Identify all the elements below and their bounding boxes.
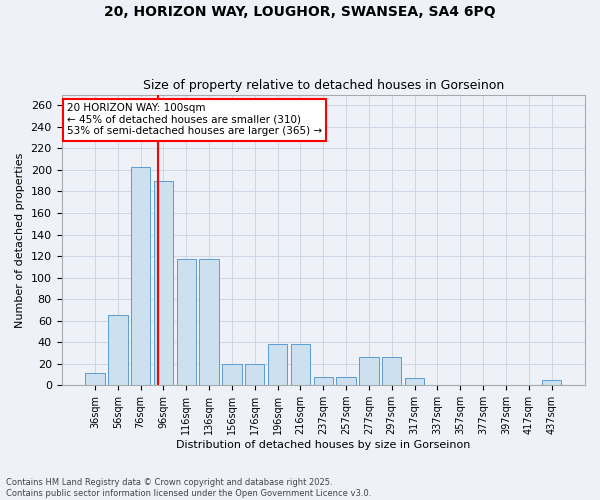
Bar bbox=[268, 344, 287, 385]
Y-axis label: Number of detached properties: Number of detached properties bbox=[15, 152, 25, 328]
Bar bbox=[359, 357, 379, 385]
Bar bbox=[108, 315, 128, 385]
Text: 20, HORIZON WAY, LOUGHOR, SWANSEA, SA4 6PQ: 20, HORIZON WAY, LOUGHOR, SWANSEA, SA4 6… bbox=[104, 5, 496, 19]
Text: Contains HM Land Registry data © Crown copyright and database right 2025.
Contai: Contains HM Land Registry data © Crown c… bbox=[6, 478, 371, 498]
Bar bbox=[199, 260, 219, 385]
Bar bbox=[405, 378, 424, 385]
Bar bbox=[85, 374, 105, 385]
Bar bbox=[337, 376, 356, 385]
Bar bbox=[382, 357, 401, 385]
Text: 20 HORIZON WAY: 100sqm
← 45% of detached houses are smaller (310)
53% of semi-de: 20 HORIZON WAY: 100sqm ← 45% of detached… bbox=[67, 104, 322, 136]
Bar bbox=[542, 380, 561, 385]
Bar bbox=[154, 180, 173, 385]
Bar bbox=[245, 364, 265, 385]
Bar bbox=[222, 364, 242, 385]
Bar bbox=[176, 260, 196, 385]
Bar bbox=[314, 376, 333, 385]
Bar bbox=[291, 344, 310, 385]
Bar bbox=[131, 166, 151, 385]
Title: Size of property relative to detached houses in Gorseinon: Size of property relative to detached ho… bbox=[143, 79, 504, 92]
X-axis label: Distribution of detached houses by size in Gorseinon: Distribution of detached houses by size … bbox=[176, 440, 470, 450]
